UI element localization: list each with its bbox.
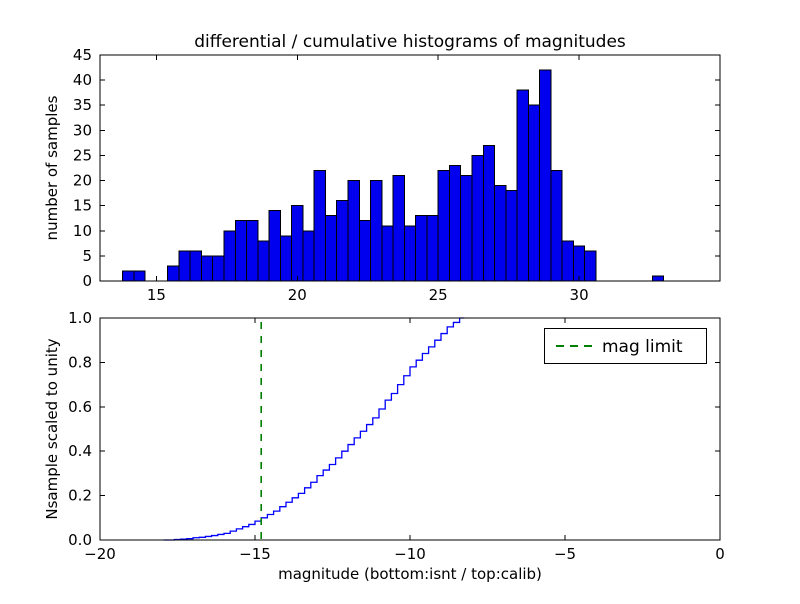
histogram-bar	[651, 275, 665, 282]
legend: mag limit	[544, 328, 707, 364]
y-tick-label: 0.0	[68, 531, 92, 549]
bottom-y-axis-label: Nsample scaled to unity	[43, 338, 61, 519]
x-tick-label: −15	[239, 545, 271, 563]
histogram-bar	[133, 270, 146, 282]
y-tick-label: 5	[82, 247, 92, 265]
x-tick-label: −10	[394, 545, 426, 563]
histogram-bar	[246, 220, 259, 282]
histogram-bar	[302, 230, 315, 282]
x-tick-label: −5	[554, 545, 576, 563]
x-tick-label: 20	[288, 286, 307, 304]
histogram-bar	[381, 225, 394, 282]
histogram-bar	[448, 164, 462, 282]
histogram-bar	[505, 190, 518, 282]
histogram-bar	[437, 170, 450, 282]
histogram-bar	[572, 245, 586, 282]
histogram-bar	[460, 175, 473, 282]
histogram-bar	[403, 225, 417, 282]
histogram-bar	[561, 240, 574, 282]
y-tick-label: 35	[73, 96, 92, 114]
histogram-bar	[527, 104, 541, 282]
x-tick-label: 25	[429, 286, 448, 304]
y-tick-label: 0.6	[68, 398, 92, 416]
histogram-bar	[358, 220, 372, 282]
y-tick-label: 15	[73, 197, 92, 215]
histogram-bar	[347, 180, 360, 282]
x-tick-label: 30	[570, 286, 589, 304]
figure-title: differential / cumulative histograms of …	[194, 32, 626, 52]
histogram-bar	[268, 210, 281, 282]
y-tick-label: 45	[73, 46, 92, 64]
histogram-bar	[392, 175, 405, 282]
y-tick-label: 25	[73, 146, 92, 164]
y-tick-label: 0.4	[68, 442, 92, 460]
x-tick-label: 15	[147, 286, 166, 304]
histogram-bar	[516, 89, 529, 282]
histogram-bar	[212, 255, 225, 282]
legend-label: mag limit	[602, 337, 683, 357]
histogram-bar	[426, 215, 439, 282]
histogram-bar	[415, 215, 428, 282]
histogram-bar	[167, 265, 180, 282]
axes-frame	[99, 54, 721, 282]
y-tick-label: 0.8	[68, 353, 92, 371]
x-tick-label: −20	[84, 545, 116, 563]
histogram-bar	[234, 220, 248, 282]
bottom-x-axis-label: magnitude (bottom:isnt / top:calib)	[278, 565, 542, 583]
histogram-bar	[336, 200, 349, 282]
histogram-bar	[291, 205, 304, 282]
histogram-bar	[370, 180, 383, 282]
histogram-bar	[471, 154, 484, 282]
histogram-bars	[122, 69, 665, 282]
histogram-bar	[494, 185, 507, 282]
y-tick-label: 20	[73, 172, 92, 190]
histogram-bar	[482, 144, 496, 282]
histogram-bar	[584, 250, 597, 282]
y-tick-label: 10	[73, 222, 92, 240]
x-tick-label: 0	[715, 545, 725, 563]
histogram-bar	[223, 230, 236, 282]
histogram-bar	[189, 250, 202, 282]
histogram-bar	[279, 235, 293, 282]
y-tick-label: 30	[73, 121, 92, 139]
top-histogram-plot: 15 20 25 30 0 5 10 15 20 25 30 35 40 45	[73, 46, 721, 304]
y-tick-label: 0.2	[68, 487, 92, 505]
histogram-bar	[257, 240, 270, 282]
histogram-bar	[200, 255, 214, 282]
y-tick-label: 40	[73, 71, 92, 89]
histogram-bar	[313, 170, 326, 282]
histogram-bar	[550, 170, 563, 282]
y-tick-label: 1.0	[68, 309, 92, 327]
histogram-bar	[539, 69, 552, 282]
y-tick-label: 0	[82, 272, 92, 290]
top-y-axis-label: number of samples	[43, 95, 61, 240]
histogram-bar	[324, 215, 338, 282]
histogram-bar	[178, 250, 191, 282]
histogram-bar	[122, 270, 135, 282]
cumulative-step-plot: −20 −15 −10 −5 0 0.0 0.2 0.4 0.6 0.8 1.0	[68, 309, 725, 563]
cumulative-step-line	[163, 317, 465, 541]
